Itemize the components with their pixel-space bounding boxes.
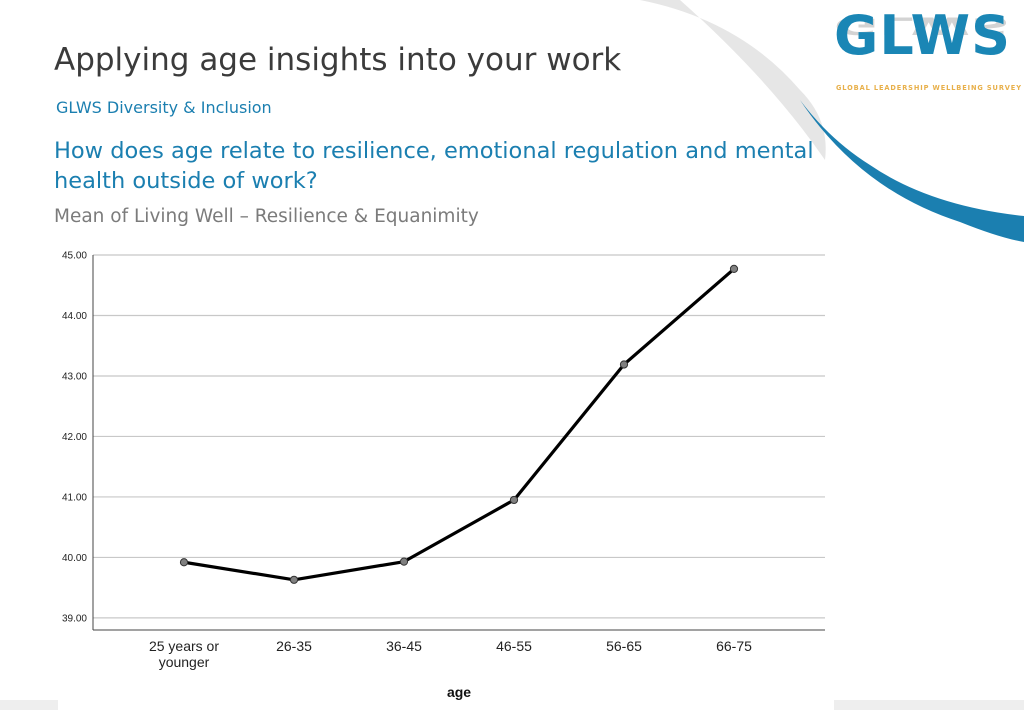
x-tick-label-line: 26-35	[276, 638, 312, 654]
series-line	[183, 267, 736, 582]
data-point	[509, 495, 519, 505]
x-tick-label: 46-55	[496, 638, 532, 654]
data-point	[729, 264, 739, 274]
data-point	[619, 360, 629, 369]
x-tick-label: 26-35	[276, 638, 312, 654]
slide-question: How does age relate to resilience, emoti…	[54, 138, 814, 194]
slide-subtitle: GLWS Diversity & Inclusion	[56, 98, 272, 117]
y-tick-label: 41.00	[62, 492, 87, 503]
logo-text: GLWS	[834, 4, 1011, 67]
x-tick-label-line: 66-75	[716, 638, 752, 654]
logo-tagline: GLOBAL LEADERSHIP WELLBEING SURVEY	[836, 84, 1022, 92]
y-tick-label: 42.00	[62, 432, 87, 443]
x-tick-label-line: 46-55	[496, 638, 532, 654]
x-tick-label-line: younger	[159, 654, 210, 670]
data-point	[399, 557, 409, 566]
x-tick-label: 56-65	[606, 638, 642, 654]
x-tick-label-line: 36-45	[386, 638, 422, 654]
slide-title: Applying age insights into your work	[54, 42, 622, 78]
x-tick-label-line: 56-65	[606, 638, 642, 654]
x-tick-label: 36-45	[386, 638, 422, 654]
y-tick-label: 43.00	[62, 371, 87, 382]
y-tick-label: 45.00	[62, 251, 87, 262]
x-tick-label: 25 years or younger	[149, 638, 219, 670]
y-tick-label: 40.00	[62, 553, 87, 564]
data-point	[289, 575, 299, 584]
x-tick-label-line: 25 years or	[149, 638, 219, 654]
data-point	[179, 558, 189, 567]
y-tick-label: 44.00	[62, 311, 87, 322]
glws-logo: GLWS GLWS GLOBAL LEADERSHIP WELLBEING SU…	[830, 4, 1021, 98]
chart-heading: Mean of Living Well – Resilience & Equan…	[54, 206, 479, 227]
x-tick-label: 66-75	[716, 638, 752, 654]
x-axis-title: age	[447, 684, 471, 700]
y-tick-label: 39.00	[62, 613, 87, 624]
